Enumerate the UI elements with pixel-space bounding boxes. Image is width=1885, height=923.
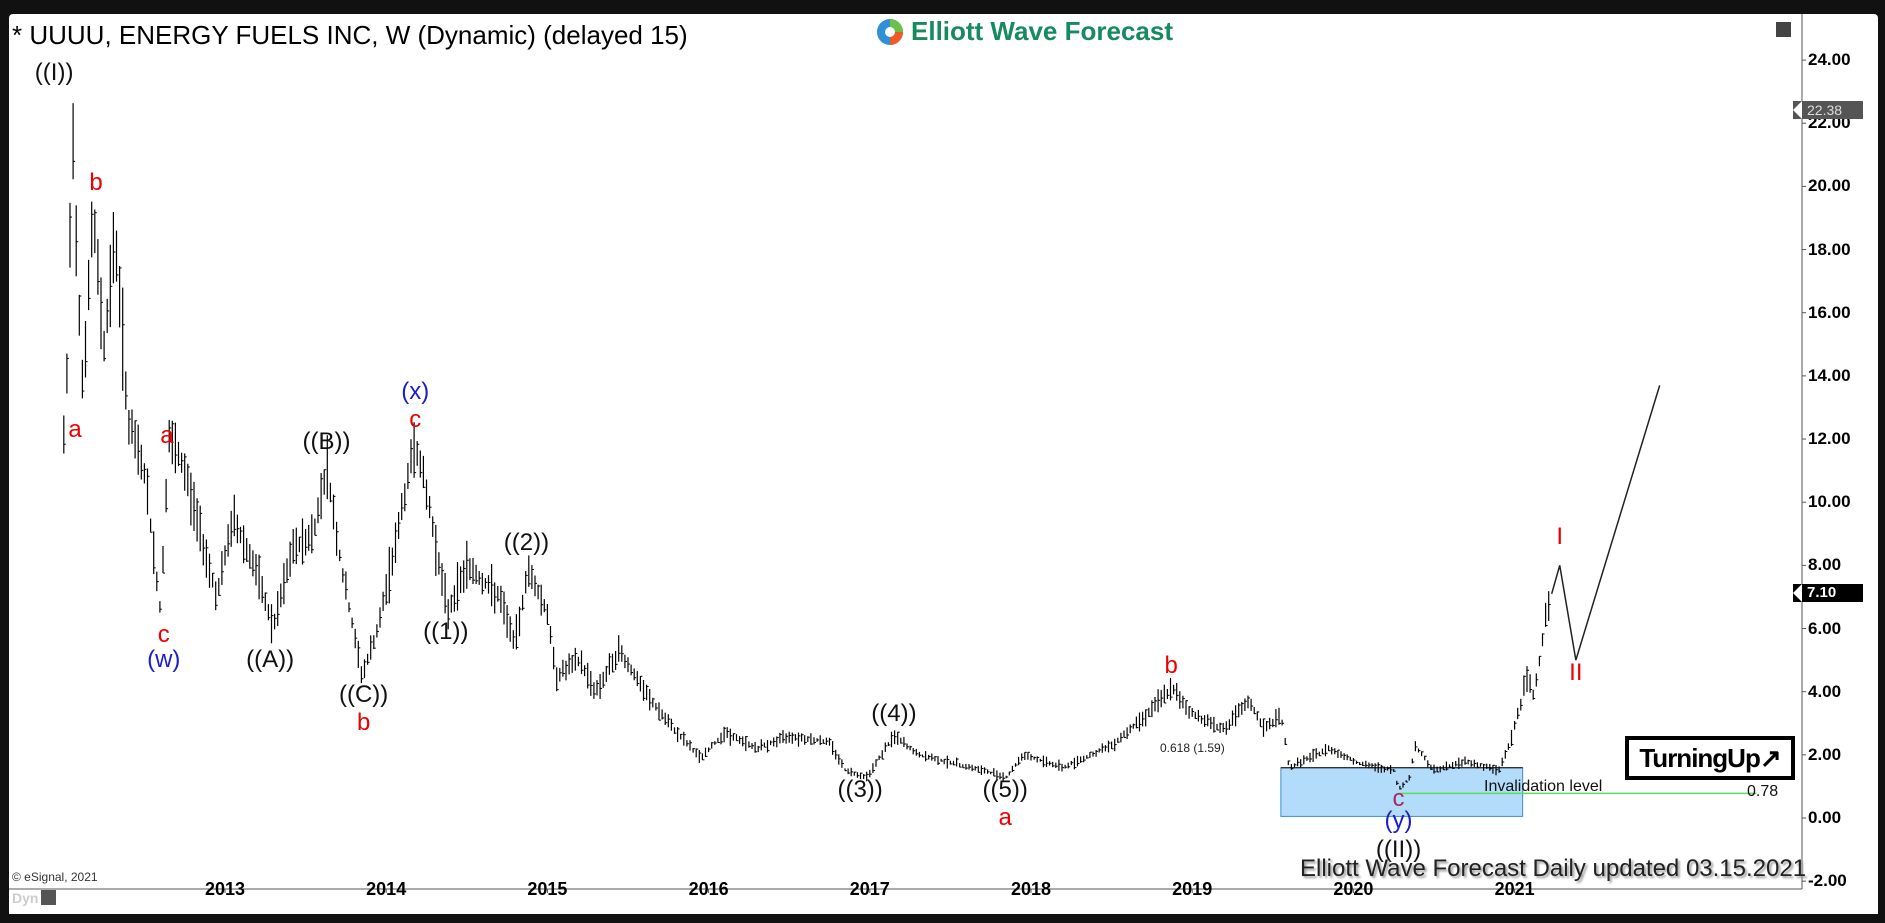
x-tick-label: 2018	[1010, 879, 1052, 899]
wave-label: a	[68, 415, 82, 443]
fib-retracement-label: 0.618 (1.59)	[1160, 741, 1225, 755]
high-price-tag: 22.38	[1793, 101, 1863, 119]
y-tick-label: 14.00	[1808, 365, 1851, 385]
y-tick-label: 4.00	[1808, 681, 1842, 701]
wave-label: ((A))	[246, 646, 295, 674]
wave-label: ((1))	[423, 617, 469, 645]
wave-label: ((2))	[503, 529, 550, 557]
wave-label: a	[160, 421, 174, 449]
y-tick-label: 18.00	[1808, 239, 1851, 259]
wave-label: (y)	[1384, 807, 1413, 835]
wave-label: b	[89, 169, 103, 197]
turning-up-badge: TurningUp↗	[1625, 736, 1795, 780]
logo-text: Elliott Wave Forecast	[911, 16, 1173, 46]
wave-label: a	[998, 804, 1012, 831]
projection-path	[1550, 385, 1661, 661]
y-tick-label: 10.00	[1808, 492, 1851, 512]
y-tick-label: 0.00	[1808, 808, 1842, 827]
y-tick-label: -2.00	[1808, 871, 1847, 891]
wave-label: (x)	[401, 377, 430, 405]
chart-title: * UUUU, ENERGY FUELS INC, W (Dynamic) (d…	[12, 20, 688, 50]
y-tick-label: 2.00	[1808, 744, 1842, 764]
x-tick-label: 2016	[688, 879, 729, 899]
y-tick-label: 24.00	[1808, 50, 1851, 70]
wave-label: ((B))	[302, 428, 351, 456]
wave-label: b	[356, 709, 371, 737]
x-tick-label: 2020	[1333, 879, 1374, 899]
fib-zone	[1280, 767, 1524, 817]
wave-label: b	[1164, 652, 1178, 680]
invalidation-label: Invalidation level	[1484, 778, 1603, 795]
wave-label: ((3))	[837, 775, 883, 803]
x-tick-label: 2019	[1172, 879, 1213, 899]
logo-swirl-icon	[877, 18, 903, 45]
wave-label: (w)	[147, 646, 181, 674]
y-tick-label: 20.00	[1808, 176, 1851, 196]
wave-label: c	[409, 406, 422, 434]
y-tick-label: 6.00	[1808, 618, 1842, 638]
wave-label: ((C))	[338, 680, 389, 708]
y-tick-label: 12.00	[1808, 429, 1851, 449]
wave-label: ((4))	[871, 699, 917, 727]
wave-label: I	[1556, 522, 1564, 550]
invalidation-value: 0.78	[1747, 783, 1779, 800]
wave-label: ((I))	[34, 58, 74, 86]
x-tick-label: 2021	[1494, 879, 1535, 899]
lock-icon[interactable]	[41, 890, 56, 905]
restore-window-icon[interactable]	[1776, 22, 1791, 37]
copyright-text: © eSignal, 2021	[12, 870, 98, 884]
wave-label: ((II))	[1375, 835, 1422, 863]
wave-label: c	[157, 620, 170, 648]
last-price-tag: 7.10	[1793, 584, 1863, 602]
y-tick-label: 8.00	[1808, 555, 1842, 575]
x-tick-label: 2017	[849, 879, 890, 899]
wave-label: c	[1392, 785, 1405, 813]
chart-panel: * UUUU, ENERGY FUELS INC, W (Dynamic) (d…	[9, 14, 1878, 914]
wave-label: ((5))	[982, 775, 1028, 803]
y-tick-label: 16.00	[1808, 302, 1851, 322]
x-tick-label: 2013	[204, 879, 246, 899]
brand-logo: Elliott Wave Forecast	[875, 16, 1173, 47]
wave-label: II	[1569, 658, 1583, 686]
dyn-label: Dyn	[12, 890, 39, 906]
x-tick-label: 2014	[366, 879, 407, 899]
x-tick-label: 2015	[527, 879, 568, 899]
update-footer: Elliott Wave Forecast Daily updated 03.1…	[1300, 855, 1807, 882]
